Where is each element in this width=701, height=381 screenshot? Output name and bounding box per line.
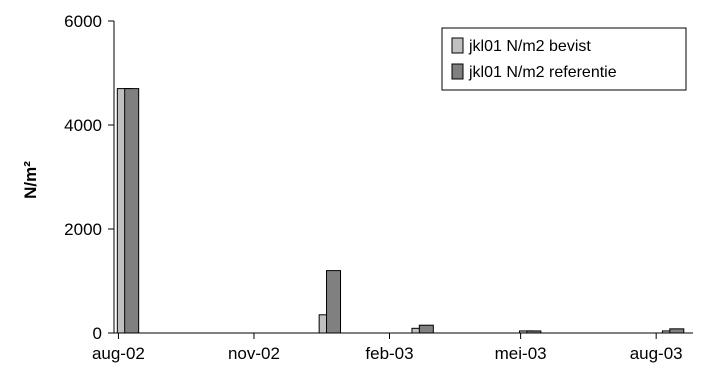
legend-label-1: jkl01 N/m2 bevist [468,38,591,55]
x-tick-label: mei-03 [495,344,547,363]
bars-layer [116,88,685,334]
y-tick-label: 4000 [64,116,102,135]
y-axis-title: N/m² [21,161,40,199]
y-tick-label: 2000 [64,220,102,239]
x-tick-label: feb-03 [365,344,413,363]
tick-layer: 0 2000 4000 6000 aug-02 nov-02 feb-03 mei-03 aug… [64,12,682,363]
x-tick-label: aug-03 [630,344,683,363]
x-tick-label: aug-02 [92,344,145,363]
legend-box [441,27,687,91]
y-tick-label: 6000 [64,12,102,31]
bar-series-2 [124,88,140,334]
legend-label-2: jkl01 N/m2 referentie [468,64,617,81]
legend-swatch-1 [451,37,464,54]
bar-series-2 [418,324,434,334]
bar-series-2 [669,328,685,334]
bar-series-2 [326,270,342,334]
legend: jkl01 N/m2 bevist jkl01 N/m2 referentie [441,27,687,91]
y-tick-label: 0 [93,324,102,343]
legend-swatch-2 [451,63,464,80]
axes-layer [113,21,693,334]
x-tick-label: nov-02 [228,344,280,363]
